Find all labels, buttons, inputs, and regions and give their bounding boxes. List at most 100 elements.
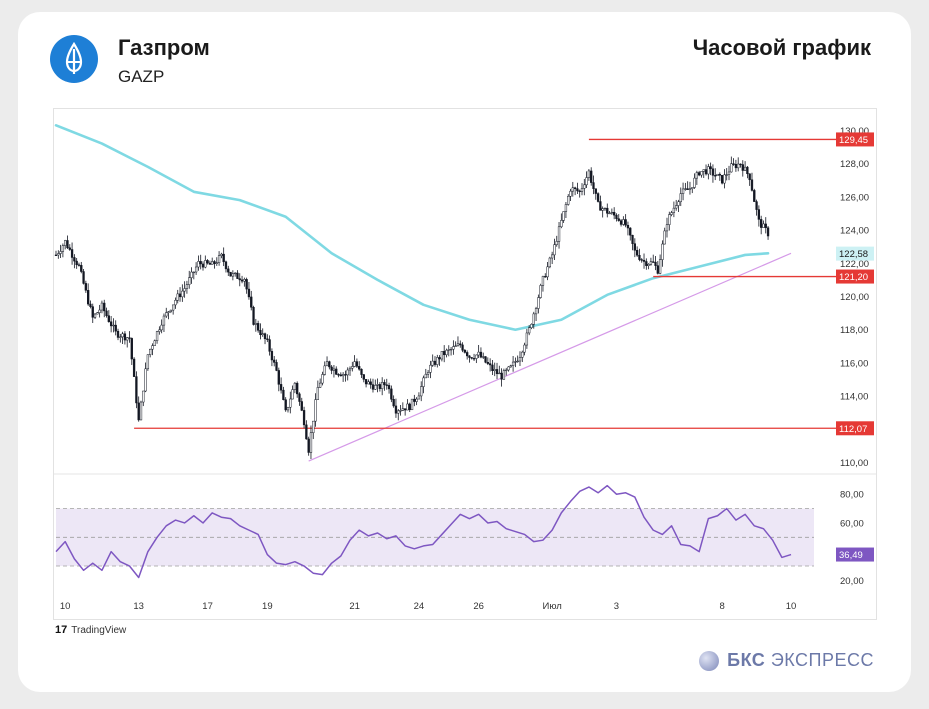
candle-body [238,278,241,281]
candle-body [587,170,591,178]
candle-body [447,349,450,351]
candle-body [100,302,104,311]
y-tick-label: 118,00 [840,325,868,336]
level-price-badge [836,269,874,284]
candle-body [658,259,662,274]
candle-body [185,284,189,289]
candle-body [103,302,106,312]
candle-body [66,240,69,249]
candles-group [54,156,770,460]
candle-body [707,166,710,175]
candle-body [688,188,692,190]
candle-body [764,223,767,229]
candle-body [68,247,71,250]
candle-body [518,357,522,362]
candle-body [470,357,473,359]
candle-body [227,268,230,273]
y-tick-label: 126,00 [840,192,869,203]
candle-body [702,169,705,172]
candle-body [468,355,471,358]
candle-body [240,279,244,282]
candle-body [569,190,572,197]
candle-body [192,271,195,274]
candle-body [367,381,370,385]
candle-body [355,361,359,367]
rsi-tick-label: 80,00 [840,490,864,501]
candle-body [491,364,494,371]
candle-body [73,257,76,262]
candle-body [250,296,253,308]
candle-body [486,362,489,364]
tradingview-attribution: 17 TradingView [55,624,126,636]
candle-body [358,366,361,370]
x-tick-label: 3 [614,601,619,612]
candle-body [548,257,551,268]
ma-price-label: 122,58 [839,249,868,260]
candle-body [217,255,221,264]
candle-body [305,424,308,440]
candle-body [426,372,430,375]
x-tick-label: 13 [133,601,144,612]
candle-body [443,351,446,356]
candle-body [424,373,427,379]
candle-body [397,410,400,414]
candle-body [714,175,717,177]
candle-body [194,266,198,273]
candle-body [590,170,593,183]
candle-body [645,261,648,266]
gazprom-logo [50,35,98,83]
candle-body [259,330,262,336]
candle-body [652,261,655,263]
candle-body [309,432,313,453]
candle-body [500,372,503,380]
candle-body [528,327,531,334]
candle-body [119,336,122,338]
candle-body [431,360,434,366]
candle-body [364,379,368,385]
candle-body [629,227,632,236]
candle-body [541,276,545,286]
candle-body [583,184,586,189]
candle-body [613,211,616,216]
candle-body [452,346,455,350]
level-price-badge [836,421,874,436]
candle-body [746,166,749,175]
candle-body [321,374,324,384]
candle-body [371,384,375,390]
candle-body [495,369,499,374]
candle-body [668,214,671,225]
candle-body [87,290,90,305]
express-label: ЭКСПРЕСС [770,650,874,670]
candle-body [638,254,641,260]
candle-body [656,265,659,274]
chart-title: Часовой график [692,35,871,60]
candle-body [160,324,163,331]
candle-body [153,340,156,346]
candle-body [341,374,345,377]
candle-body [256,323,260,331]
candle-body [654,261,657,266]
candle-body [158,329,161,332]
candle-body [413,398,416,402]
candle-body [560,220,563,228]
candle-body [408,403,411,411]
candle-body [174,300,177,306]
candle-body [286,407,290,411]
candle-body [332,368,336,371]
candle-body [54,254,58,256]
x-tick-label: 8 [719,601,724,612]
candle-body [296,382,299,395]
candle-body [105,310,108,316]
rsi-value-badge [836,547,874,562]
candle-body [553,244,556,256]
candle-body [420,386,423,397]
level-price-label: 112,07 [839,424,867,435]
candle-body [599,201,602,211]
candle-body [732,163,735,165]
candle-body [291,389,294,400]
candle-body [383,382,386,386]
candle-body [146,354,150,370]
candle-body [766,227,770,237]
candle-body [93,313,97,318]
candle-body [684,188,687,190]
